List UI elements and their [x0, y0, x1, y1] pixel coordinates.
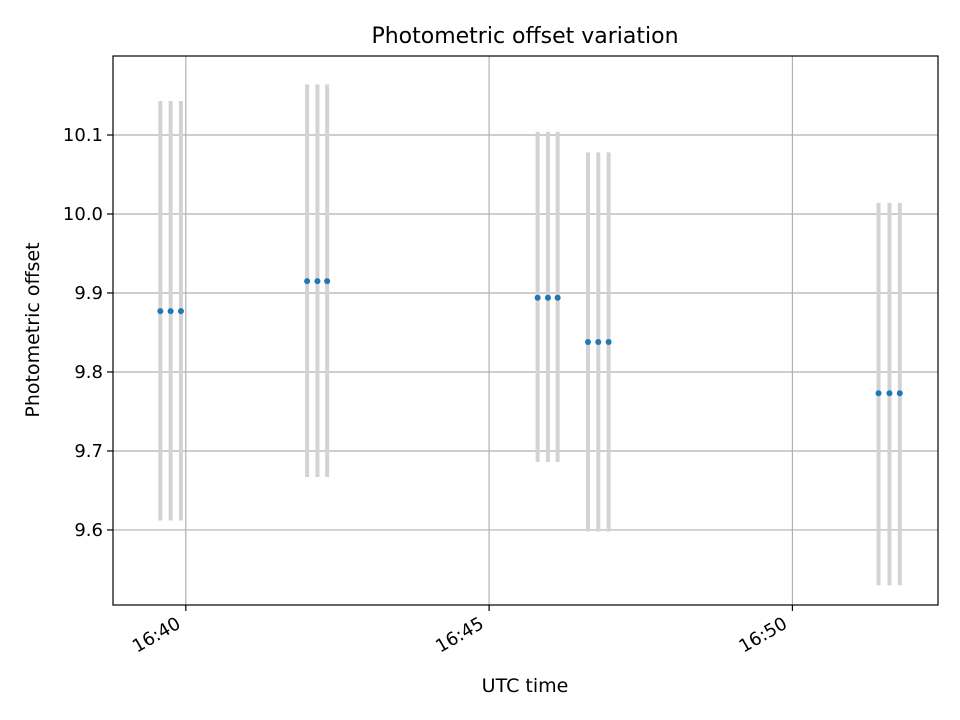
data-point: [534, 294, 541, 301]
y-tick-label: 9.8: [74, 362, 103, 383]
y-axis-label: Photometric offset: [22, 242, 44, 417]
data-point: [554, 294, 561, 301]
data-point: [584, 338, 591, 345]
data-point: [177, 308, 184, 315]
x-tick-label: 16:45: [432, 613, 487, 657]
y-axis-ticks: 9.6 9.7 9.8 9.9 10.0 10.1: [63, 125, 113, 541]
error-bars: [158, 84, 902, 586]
data-point: [544, 294, 551, 301]
y-tick-label: 9.9: [74, 283, 103, 304]
data-point: [324, 278, 331, 285]
y-tick-label: 10.1: [63, 125, 103, 146]
x-axis-label: UTC time: [482, 675, 569, 697]
data-point: [875, 390, 882, 397]
data-point: [605, 338, 612, 345]
y-tick-label: 9.6: [74, 520, 103, 541]
grid-lines: [113, 56, 938, 605]
data-points: [157, 278, 903, 397]
y-tick-label: 9.7: [74, 441, 103, 462]
x-tick-label: 16:40: [129, 613, 184, 657]
x-axis-ticks: 16:40 16:45 16:50: [129, 605, 794, 657]
data-point: [157, 308, 164, 315]
x-tick-label: 16:50: [735, 613, 790, 657]
y-tick-label: 10.0: [63, 204, 103, 225]
data-point: [304, 278, 311, 285]
data-point: [167, 308, 174, 315]
data-point: [896, 390, 903, 397]
chart-title: Photometric offset variation: [371, 24, 678, 49]
plot-frame: [112, 55, 939, 606]
data-point: [595, 338, 602, 345]
data-point: [886, 390, 893, 397]
data-point: [314, 278, 321, 285]
